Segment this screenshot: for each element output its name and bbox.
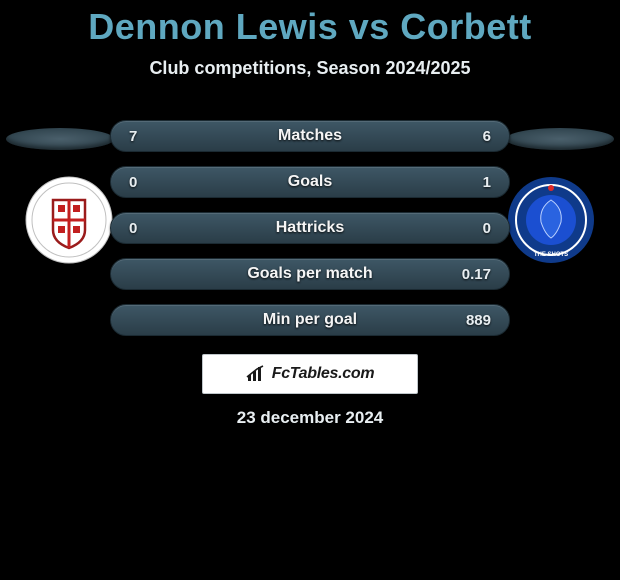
stat-label: Matches [111, 127, 509, 145]
stat-label: Goals [111, 173, 509, 191]
aldershot-crest-icon: THE SHOTS [507, 176, 595, 264]
stat-right-value: 0 [451, 220, 491, 237]
svg-text:THE SHOTS: THE SHOTS [534, 252, 568, 258]
stats-column: 7 Matches 6 0 Goals 1 0 Hattricks 0 Goal… [110, 120, 510, 336]
stat-left-value: 0 [129, 220, 169, 237]
woking-crest-icon [25, 176, 113, 264]
crest-left [25, 176, 113, 264]
stat-right-value: 889 [451, 312, 491, 329]
stat-row-goals: 0 Goals 1 [110, 166, 510, 198]
stat-label: Hattricks [111, 219, 509, 237]
stat-row-goals-per-match: Goals per match 0.17 [110, 258, 510, 290]
stat-left-value: 7 [129, 128, 169, 145]
stat-row-min-per-goal: Min per goal 889 [110, 304, 510, 336]
stat-left-value: 0 [129, 174, 169, 191]
bar-chart-icon [246, 365, 266, 383]
stat-label: Goals per match [111, 265, 509, 283]
brand-link[interactable]: FcTables.com [202, 354, 418, 394]
plate-left [6, 128, 114, 150]
subtitle: Club competitions, Season 2024/2025 [0, 58, 620, 79]
stat-right-value: 6 [451, 128, 491, 145]
stat-right-value: 0.17 [451, 266, 491, 283]
stat-row-hattricks: 0 Hattricks 0 [110, 212, 510, 244]
stat-right-value: 1 [451, 174, 491, 191]
crest-right: THE SHOTS [507, 176, 595, 264]
stat-row-matches: 7 Matches 6 [110, 120, 510, 152]
stat-label: Min per goal [111, 311, 509, 329]
brand-text: FcTables.com [272, 365, 375, 383]
date-text: 23 december 2024 [0, 408, 620, 428]
plate-right [506, 128, 614, 150]
page-title: Dennon Lewis vs Corbett [0, 0, 620, 48]
